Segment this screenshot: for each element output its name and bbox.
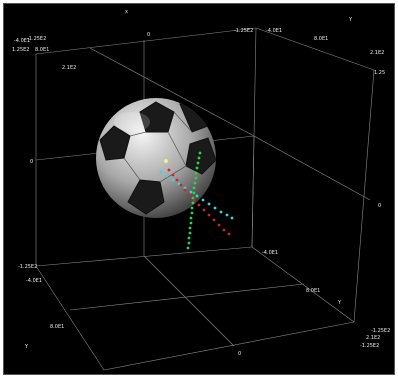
axis-letter-y-top-right: Y <box>349 17 353 23</box>
tick-label: 0 <box>238 351 242 357</box>
tick-label: -4.0E1 <box>26 278 43 284</box>
axis-letter-y-bottom-right: Y <box>338 300 342 306</box>
tick-label: -1.25E2 <box>234 28 254 34</box>
origin-marker <box>164 159 168 163</box>
tick-label: 1.25 <box>374 70 386 76</box>
vector-cyan <box>159 170 234 220</box>
tick-label: -4.0E1 <box>266 28 283 34</box>
tick-label: 2.1E2 <box>370 50 385 56</box>
bounding-box-grid <box>35 27 375 371</box>
tick-label: -1.25E2 <box>18 264 38 270</box>
tick-label: -1.25E2 <box>360 343 380 349</box>
axis-letter-y-bottom-left: Y <box>25 344 29 350</box>
vector-green <box>186 151 202 250</box>
tick-label: 8.0E1 <box>50 324 65 330</box>
tick-label: 8.0E1 <box>35 47 50 53</box>
tick-label: 0 <box>147 32 151 38</box>
axis-letter-x-top: x <box>125 9 128 15</box>
scene-canvas[interactable] <box>4 4 395 375</box>
tick-label: -1.25E2 <box>371 328 391 334</box>
tick-label: 2.1E2 <box>62 65 77 71</box>
tick-label: -1.25E2 <box>27 36 47 42</box>
tick-label: 2.1E2 <box>366 335 381 341</box>
tick-label: 8.0E1 <box>314 36 329 42</box>
soccer-ball-icon <box>96 98 216 218</box>
tick-label: 0 <box>378 203 382 209</box>
tick-label: 1.25E2 <box>12 47 30 53</box>
vector-red <box>167 168 231 236</box>
3d-viewport[interactable]: x Y Y Y -4.0E1 -1.25E2 1.25E2 8.0E1 2.1E… <box>3 3 395 375</box>
tick-label: 0 <box>30 159 34 165</box>
tick-label: -4.0E1 <box>14 38 31 44</box>
tick-label: 8.0E1 <box>306 288 321 294</box>
tick-label: -4.0E1 <box>262 250 279 256</box>
